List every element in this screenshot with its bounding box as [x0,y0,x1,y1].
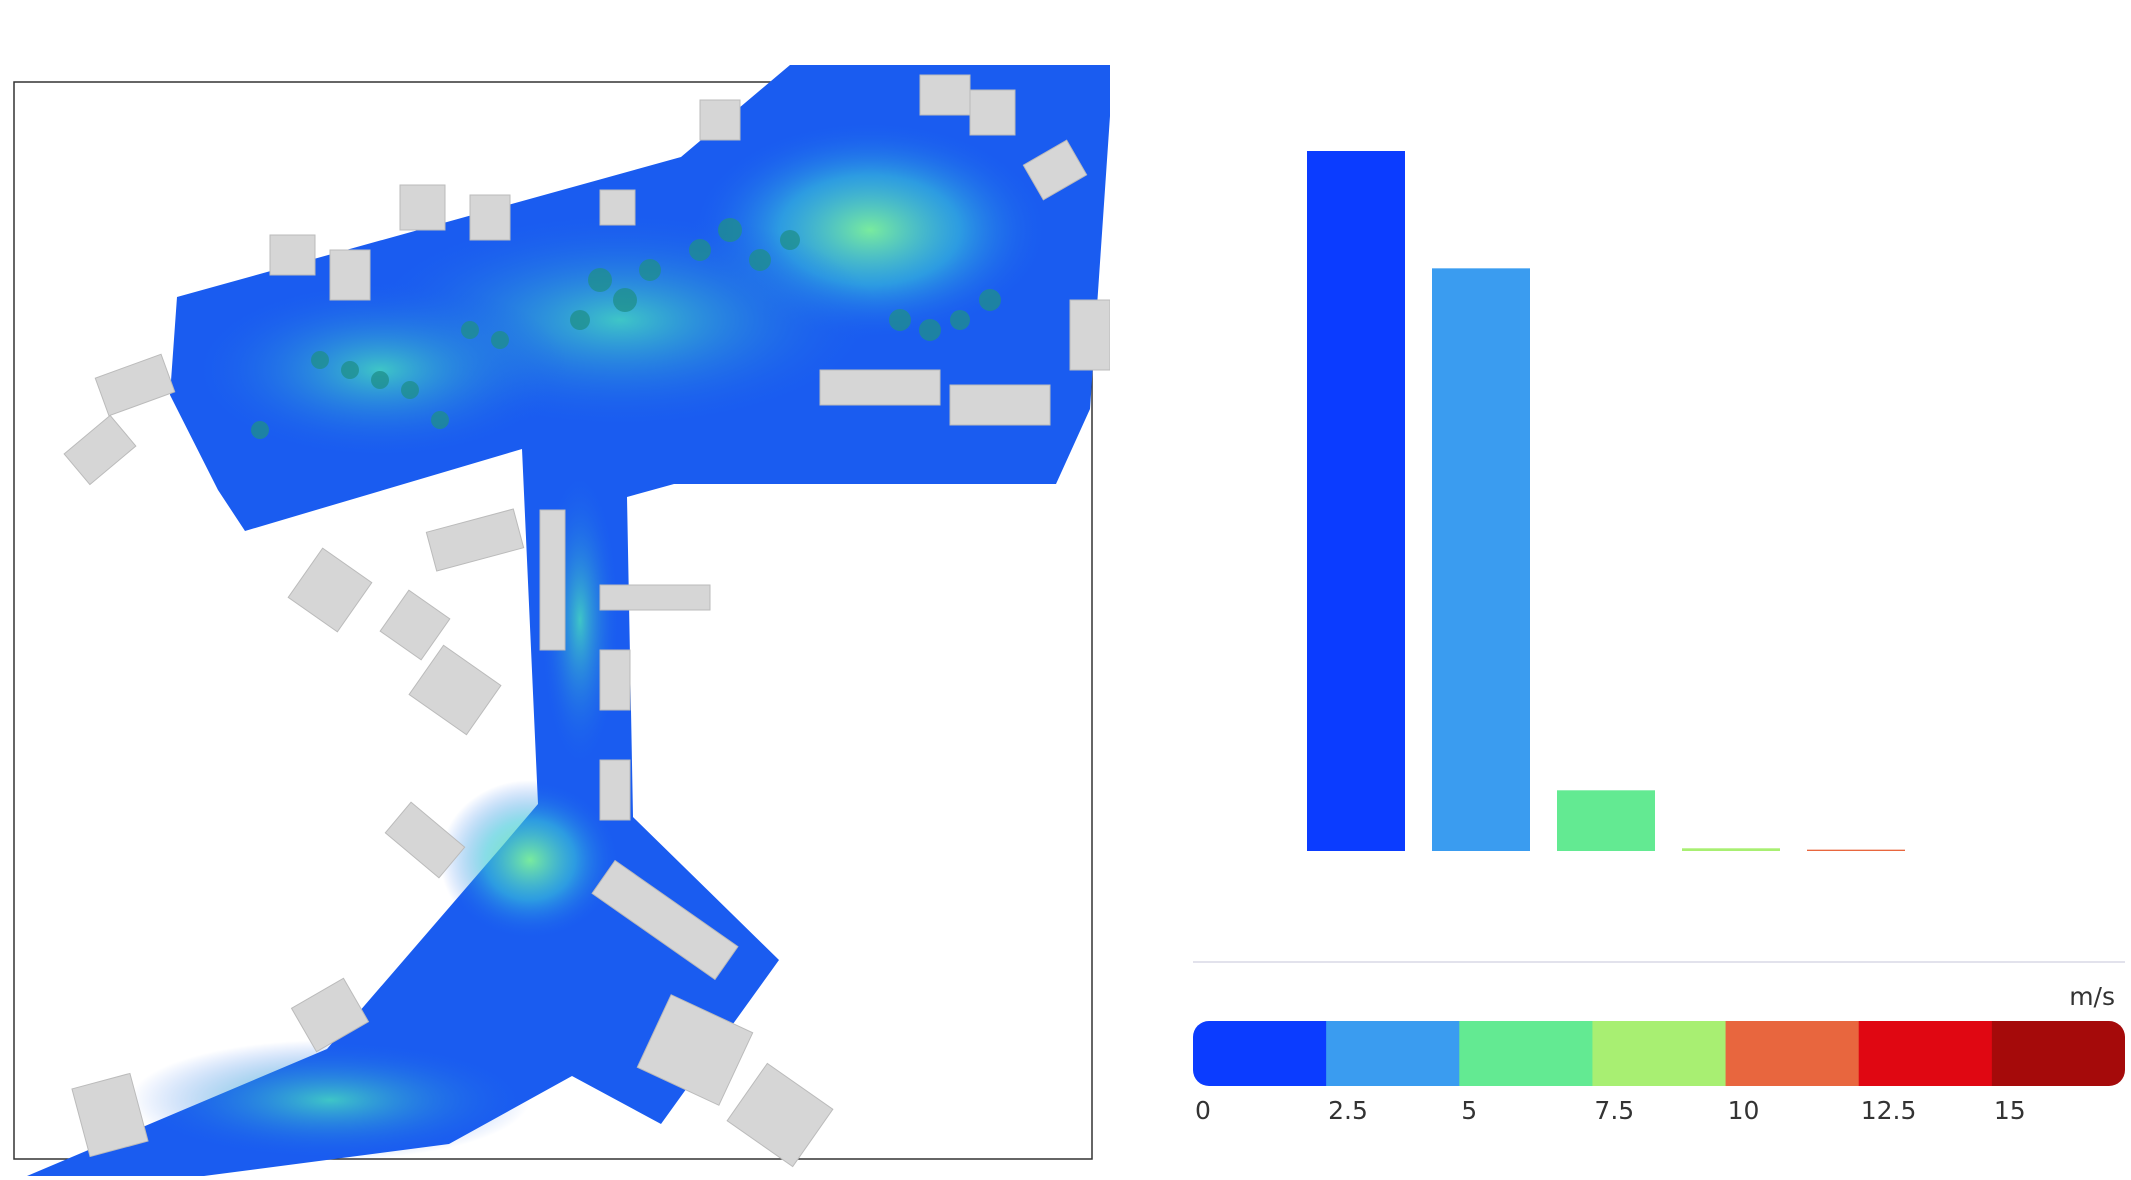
bar [1432,268,1530,851]
bar [1807,849,1905,851]
colorbar-tick-label: 12.5 [1861,1096,1917,1125]
colorbar-tick-label: 7.5 [1594,1096,1634,1125]
wind-highlights [130,120,1050,1160]
trees [251,218,1001,439]
unit-label: m/s [2069,982,2115,1011]
bar [1307,151,1405,851]
colorbar-segment [1459,1021,1593,1086]
colorbar-segment [1193,1021,1327,1086]
colorbar-tick-label: 10 [1728,1096,1760,1125]
colorbar-segment [1592,1021,1727,1086]
colorbar-segment [1326,1021,1460,1086]
bar [1557,790,1655,851]
colorbar-segment [1858,1021,1993,1086]
colorbar-segments [1193,1021,2125,1086]
buildings [63,74,1110,1168]
colorbar-segment [1725,1021,1860,1086]
colorbar-tick-label: 2.5 [1328,1096,1368,1125]
colorbar-tick-label: 15 [1994,1096,2026,1125]
bar [1682,848,1780,851]
colorbar-tick-label: 0 [1195,1096,1211,1125]
map-frame [13,81,1093,1160]
colorbar-segment [1991,1021,2125,1086]
colorbar-tick-label: 5 [1461,1096,1477,1125]
colorbar: 0 2.5 5 7.5 10 12.5 15 [1193,1021,2125,1125]
wind-map [13,65,1110,1176]
bars [1307,151,1905,851]
